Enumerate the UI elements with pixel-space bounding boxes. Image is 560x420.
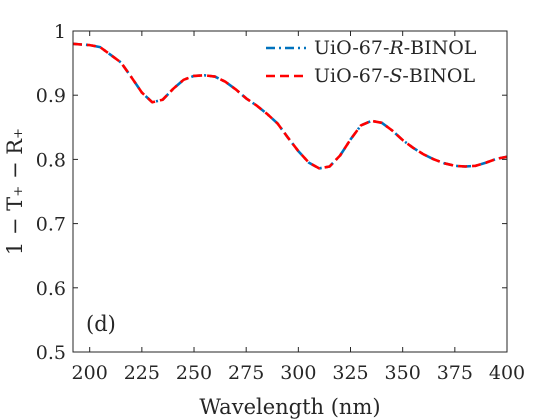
x-tick-label: 325 — [332, 362, 368, 384]
x-tick-label: 200 — [72, 362, 108, 384]
x-tick-label: 250 — [176, 362, 212, 384]
y-tick-label: 0.8 — [36, 149, 66, 171]
x-tick-label: 350 — [385, 362, 421, 384]
x-tick-label: 375 — [437, 362, 473, 384]
x-tick-label: 300 — [280, 362, 316, 384]
legend-label-2: UiO-67-S-BINOL — [314, 65, 476, 87]
x-axis-label: Wavelength (nm) — [199, 395, 380, 419]
axes — [72, 30, 508, 353]
legend: UiO-67-R-BINOL UiO-67-S-BINOL — [266, 37, 477, 87]
panel-label: (d) — [86, 312, 116, 336]
x-tick-label: 400 — [489, 362, 525, 384]
y-tick-label: 1 — [54, 21, 66, 43]
tick-labels: 200 225 250 275 300 325 350 375 400 0.5 0.6 0.7 0.8 0… — [36, 21, 525, 384]
y-tick-label: 0.6 — [36, 278, 66, 300]
x-tick-label: 225 — [124, 362, 160, 384]
legend-label-1: UiO-67-R-BINOL — [314, 37, 477, 59]
axes-box — [72, 30, 508, 353]
y-tick-label: 0.7 — [36, 214, 66, 236]
y-tick-label: 0.9 — [36, 85, 66, 107]
plot-area — [72, 42, 508, 170]
series-line-2 — [72, 42, 508, 170]
y-tick-label: 0.5 — [36, 342, 66, 364]
x-tick-label: 275 — [228, 362, 264, 384]
y-axis-label: 1 − T₊ − R₊ — [3, 128, 27, 255]
